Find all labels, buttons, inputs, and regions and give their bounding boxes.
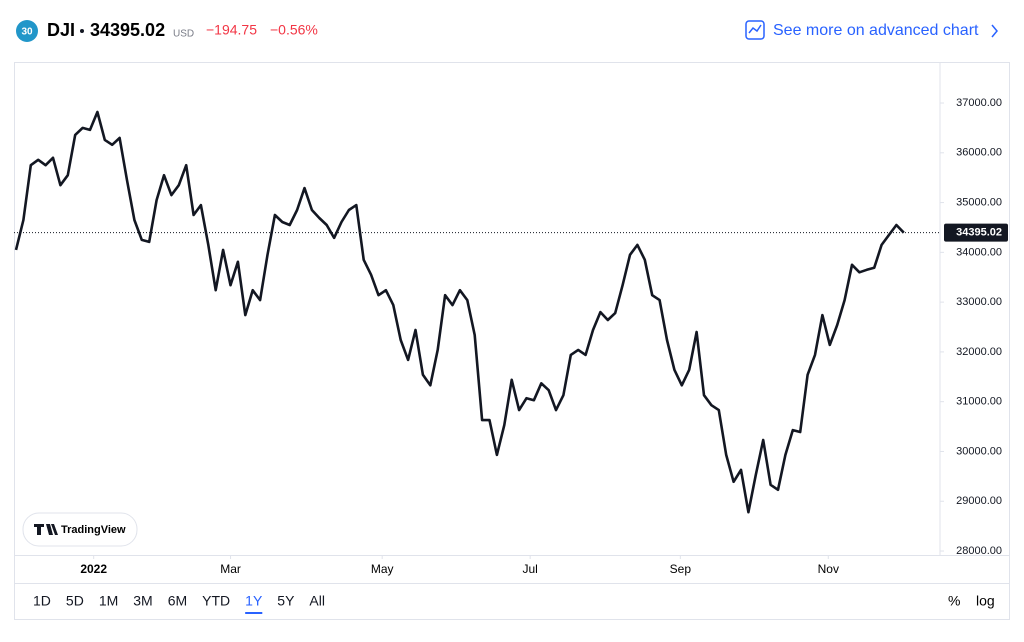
badge-text: 30 bbox=[21, 27, 33, 38]
logo bbox=[34, 524, 58, 535]
range-button[interactable]: 1D bbox=[33, 593, 51, 609]
x-tick-label: Sep bbox=[670, 562, 692, 576]
chevron[interactable] bbox=[991, 24, 998, 38]
y-tick-label: 37000.00 bbox=[956, 97, 1002, 109]
y-tick-label: 35000.00 bbox=[956, 196, 1002, 208]
last-price-box bbox=[944, 223, 1008, 242]
watermark[interactable]: TradingView bbox=[61, 524, 126, 536]
price-line bbox=[14, 110, 905, 514]
x-tick-label: Jul bbox=[522, 562, 537, 576]
y-tick-label: 29000.00 bbox=[956, 495, 1002, 507]
currency: USD bbox=[173, 29, 194, 40]
percent-toggle[interactable]: % bbox=[948, 593, 960, 609]
x-tick-label: 2022 bbox=[80, 562, 107, 576]
range-button[interactable]: 5Y bbox=[277, 593, 295, 609]
range-button[interactable]: 1M bbox=[99, 593, 118, 609]
x-tick-label: May bbox=[371, 562, 394, 576]
y-tick-label: 31000.00 bbox=[956, 396, 1002, 408]
x-tick-label: Nov bbox=[818, 562, 839, 576]
log-toggle[interactable]: log bbox=[976, 593, 995, 609]
y-tick-label: 36000.00 bbox=[956, 147, 1002, 159]
range-button[interactable]: 5D bbox=[66, 593, 84, 609]
chart-icon-line bbox=[748, 24, 762, 34]
price: 34395.02 bbox=[90, 20, 165, 40]
y-tick-label: 28000.00 bbox=[956, 545, 1002, 557]
advanced-link[interactable]: See more on advanced chart bbox=[773, 22, 979, 39]
range-button[interactable]: 1Y bbox=[245, 593, 263, 609]
change-pct: −0.56% bbox=[270, 22, 318, 38]
y-tick-label: 34000.00 bbox=[956, 246, 1002, 258]
watermark-box[interactable] bbox=[22, 512, 138, 547]
range-button[interactable]: 6M bbox=[168, 593, 187, 609]
symbol[interactable]: DJI bbox=[47, 20, 75, 40]
last-price-label: 34395.02 bbox=[956, 227, 1002, 239]
frame bbox=[14, 62, 1010, 620]
y-tick-label: 33000.00 bbox=[956, 296, 1002, 308]
range-button[interactable]: YTD bbox=[202, 593, 230, 609]
range-button[interactable]: 3M bbox=[133, 593, 152, 609]
range-button[interactable]: All bbox=[309, 593, 325, 609]
y-tick-label: 30000.00 bbox=[956, 445, 1002, 457]
dot bbox=[80, 29, 84, 33]
badge bbox=[16, 20, 38, 42]
x-tick-label: Mar bbox=[220, 562, 241, 576]
y-tick-label: 32000.00 bbox=[956, 346, 1002, 358]
chart-icon[interactable] bbox=[745, 20, 765, 40]
change: −194.75 bbox=[206, 22, 257, 38]
